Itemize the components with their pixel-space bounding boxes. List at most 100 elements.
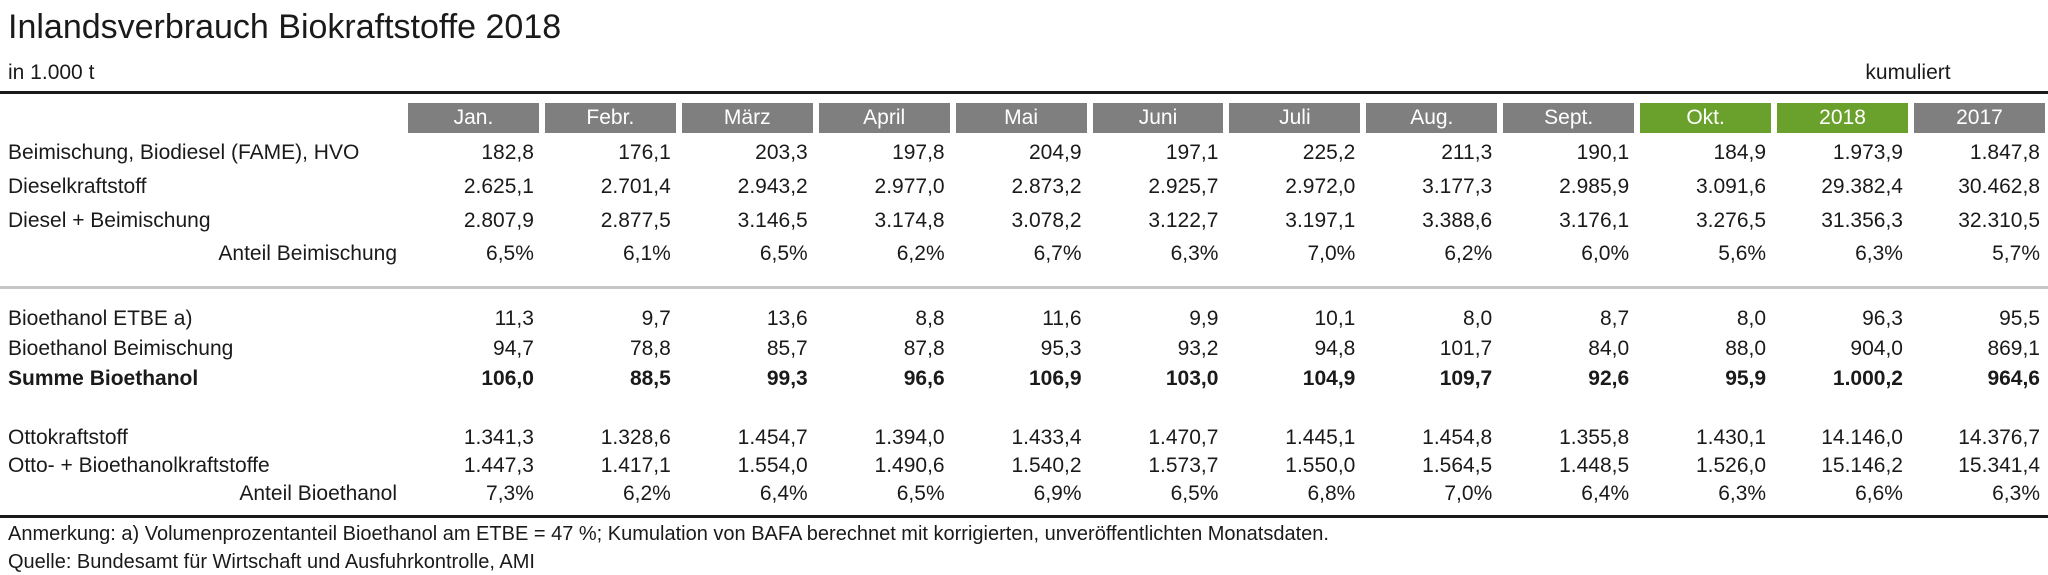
value-cell: 197,8 xyxy=(892,141,945,164)
value-cell: 78,8 xyxy=(629,337,671,360)
value-cell: 1.417,1 xyxy=(600,454,671,477)
section-divider-line xyxy=(0,285,2048,289)
table-row: Bioethanol Beimischung 94,7 78,8 85,7 87,8 95… xyxy=(0,334,2048,364)
value-cell: 1.448,5 xyxy=(1559,454,1630,477)
value-cell: 96,6 xyxy=(903,367,945,390)
value-cell: 3.174,8 xyxy=(874,209,945,232)
corner-cell xyxy=(0,100,405,136)
value-cell: 88,5 xyxy=(629,367,671,390)
section-divider-cell xyxy=(0,270,2048,304)
table-row: Otto- + Bioethanolkraftstoffe 1.447,3 1.41… xyxy=(0,452,2048,480)
value-cell: 3.276,5 xyxy=(1695,209,1767,232)
value-cell: 182,8 xyxy=(481,141,534,164)
value-cell: 101,7 xyxy=(1439,337,1493,360)
row-label: Ottokraftstoff xyxy=(8,426,128,449)
column-header-label: 2018 xyxy=(1777,103,1908,133)
column-header-row: Jan. Febr. März April Mai Juni Juli Aug. Sept. Ok… xyxy=(0,100,2048,136)
row-label: Dieselkraftstoff xyxy=(8,175,147,198)
section-spacer-cell xyxy=(0,394,2048,424)
value-cell: 8,7 xyxy=(1599,307,1630,330)
value-cell: 92,6 xyxy=(1588,367,1630,390)
column-header-2018: 2018 xyxy=(1774,100,1911,136)
value-cell: 197,1 xyxy=(1165,141,1219,164)
value-cell: 184,9 xyxy=(1713,141,1767,164)
value-cell: 3.176,1 xyxy=(1559,209,1630,232)
value-cell: 1.445,1 xyxy=(1285,426,1356,449)
table-row: Ottokraftstoff 1.341,3 1.328,6 1.454,7 1.394… xyxy=(0,424,2048,452)
value-cell: 1.973,9 xyxy=(1832,141,1903,164)
value-cell: 3.091,6 xyxy=(1695,175,1767,198)
value-cell: 3.146,5 xyxy=(737,209,808,232)
page-title: Inlandsverbrauch Biokraftstoffe 2018 xyxy=(8,8,562,46)
value-cell: 6,3% xyxy=(1718,482,1767,505)
value-cell: 8,0 xyxy=(1736,307,1767,330)
value-cell: 1.341,3 xyxy=(463,426,534,449)
row-label: Summe Bioethanol xyxy=(8,367,199,390)
value-cell: 1.000,2 xyxy=(1832,367,1903,390)
value-cell: 5,6% xyxy=(1718,242,1767,265)
value-cell: 7,3% xyxy=(486,482,534,505)
value-cell: 1.394,0 xyxy=(874,426,945,449)
value-cell: 3.177,3 xyxy=(1422,175,1493,198)
value-cell: 93,2 xyxy=(1177,337,1219,360)
value-cell: 13,6 xyxy=(766,307,808,330)
row-label: Bioethanol Beimischung xyxy=(8,337,234,360)
column-header-label: Aug. xyxy=(1366,103,1498,133)
value-cell: 6,5% xyxy=(759,242,808,265)
value-cell: 211,3 xyxy=(1441,141,1493,164)
value-cell: 6,9% xyxy=(1033,482,1082,505)
value-cell: 1.328,6 xyxy=(600,426,671,449)
value-cell: 14.146,0 xyxy=(1821,426,1903,449)
table-row: Bioethanol ETBE a) 11,3 9,7 13,6 8,8 11,6 9,9 1… xyxy=(0,304,2048,334)
value-cell: 32.310,5 xyxy=(1958,209,2040,232)
table-row: Anteil Bioethanol 7,3% 6,2% 6,4% 6,5% 6,9% 6,5… xyxy=(0,480,2048,508)
value-cell: 204,9 xyxy=(1028,141,1082,164)
value-cell: 176,1 xyxy=(618,141,671,164)
value-cell: 6,5% xyxy=(486,242,534,265)
value-cell: 30.462,8 xyxy=(1958,175,2040,198)
table-section-3: Ottokraftstoff 1.341,3 1.328,6 1.454,7 1.394… xyxy=(0,424,2048,508)
column-header-jan: Jan. xyxy=(405,100,542,136)
value-cell: 3.078,2 xyxy=(1011,209,1082,232)
value-cell: 9,7 xyxy=(641,307,671,330)
table-row: Dieselkraftstoff 2.625,1 2.701,4 2.943,2 2.9… xyxy=(0,170,2048,204)
column-header-label: 2017 xyxy=(1913,103,2045,133)
unit-label: in 1.000 t xyxy=(8,61,95,84)
column-header-label: Febr. xyxy=(544,103,676,133)
section-divider-row xyxy=(0,270,2048,304)
value-cell: 14.376,7 xyxy=(1958,426,2040,449)
value-cell: 1.490,6 xyxy=(874,454,945,477)
value-cell: 1.564,5 xyxy=(1422,454,1493,477)
value-cell: 2.877,5 xyxy=(600,209,671,232)
value-cell: 2.701,4 xyxy=(600,175,671,198)
value-cell: 225,2 xyxy=(1302,141,1356,164)
title-bar: Inlandsverbrauch Biokraftstoffe 2018 xyxy=(0,4,2048,50)
value-cell: 106,0 xyxy=(481,367,534,390)
column-header-mai: Mai xyxy=(953,100,1090,136)
top-rule xyxy=(0,91,2048,94)
value-cell: 5,7% xyxy=(1992,242,2040,265)
value-cell: 9,9 xyxy=(1189,307,1219,330)
value-cell: 1.454,8 xyxy=(1422,426,1493,449)
column-header-juli: Juli xyxy=(1226,100,1363,136)
value-cell: 96,3 xyxy=(1862,307,1903,330)
value-cell: 2.977,0 xyxy=(874,175,945,198)
value-cell: 11,3 xyxy=(494,307,534,330)
column-header-märz: März xyxy=(679,100,816,136)
value-cell: 109,7 xyxy=(1439,367,1493,390)
value-cell: 6,4% xyxy=(1581,482,1630,505)
column-header-2017: 2017 xyxy=(1911,100,2048,136)
column-header-aug: Aug. xyxy=(1363,100,1500,136)
value-cell: 6,2% xyxy=(1444,242,1493,265)
value-cell: 10,1 xyxy=(1314,307,1356,330)
column-header-febr: Febr. xyxy=(542,100,679,136)
column-header-juni: Juni xyxy=(1090,100,1227,136)
value-cell: 869,1 xyxy=(1987,337,2040,360)
row-label: Bioethanol ETBE a) xyxy=(8,307,193,330)
table-row: Summe Bioethanol 106,0 88,5 99,3 96,6 106,9 10… xyxy=(0,364,2048,394)
cumulated-label: kumuliert xyxy=(1865,61,1951,84)
value-cell: 1.447,3 xyxy=(463,454,534,477)
table-section-1: Beimischung, Biodiesel (FAME), HVO 182,8 1… xyxy=(0,136,2048,304)
bottom-rule xyxy=(0,515,2048,518)
row-label: Anteil Beimischung xyxy=(218,242,397,265)
